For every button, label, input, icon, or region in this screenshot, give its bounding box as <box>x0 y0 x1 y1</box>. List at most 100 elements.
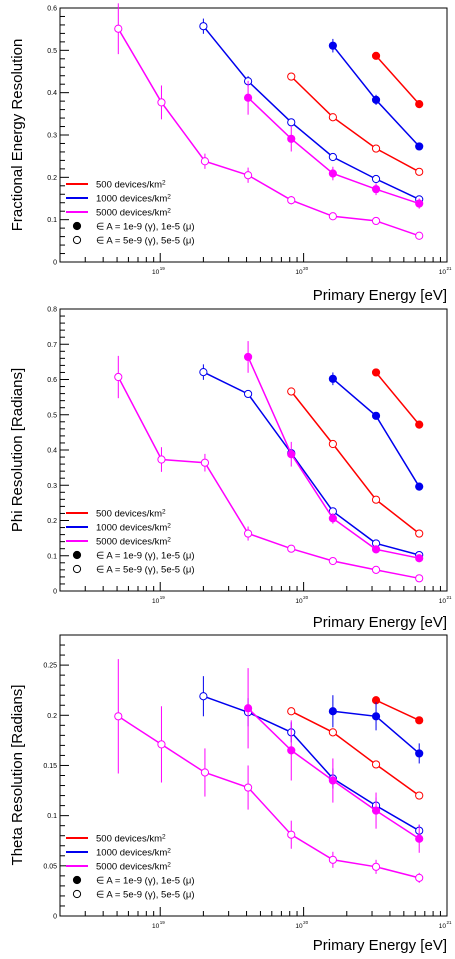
open-data-point <box>328 728 337 737</box>
series-6 <box>243 668 424 853</box>
open-data-point <box>415 791 424 800</box>
y-tick-label: 0 <box>53 260 57 267</box>
open-data-point <box>287 830 296 839</box>
y-tick-label: 0.8 <box>47 307 57 314</box>
y-tick-label: 0.5 <box>47 412 57 419</box>
filled-data-point <box>371 712 381 721</box>
series-line <box>117 715 420 879</box>
filled-data-point <box>328 374 337 383</box>
y-tick-label: 0.5 <box>47 48 57 55</box>
filled-data-point <box>328 707 337 716</box>
series-line <box>290 391 420 535</box>
open-data-point <box>199 22 208 31</box>
legend-label-superscript: 2 <box>167 861 171 868</box>
y-axis-label: Fractional Energy Resolution <box>9 39 26 232</box>
open-data-point <box>415 574 424 583</box>
open-data-point <box>114 372 123 382</box>
legend-label-text: ∈ A = 1e-9 (γ), 1e-5 (μ) <box>96 876 195 887</box>
open-data-point <box>371 174 381 184</box>
open-data-point <box>243 529 253 538</box>
legend-label: ∈ A = 1e-9 (γ), 1e-5 (μ) <box>96 876 195 887</box>
legend-label-text: 5000 devices/km <box>96 862 167 873</box>
open-data-point <box>243 389 253 399</box>
open-data-point <box>371 144 381 153</box>
open-data-point <box>371 495 381 504</box>
legend-label-text: 1000 devices/km <box>96 848 167 859</box>
legend: 500 devices/km2 1000 devices/km2 5000 devi… <box>66 179 195 247</box>
x-tick-label: 10 <box>295 598 303 605</box>
open-data-point <box>287 387 296 396</box>
open-data-point <box>199 367 208 377</box>
y-tick-label: 0.7 <box>47 342 57 349</box>
legend-label-text: 1000 devices/km <box>96 523 167 534</box>
series-1 <box>287 387 424 538</box>
filled-data-point <box>371 368 381 377</box>
series-line <box>375 55 420 105</box>
x-axis-label: Primary Energy [eV] <box>313 614 447 631</box>
open-data-point <box>200 458 210 467</box>
legend-label-superscript: 2 <box>162 179 166 186</box>
filled-data-point <box>371 95 381 104</box>
open-data-point <box>328 556 337 566</box>
filled-data-point <box>415 554 424 563</box>
legend-label-superscript: 2 <box>162 508 166 515</box>
open-data-point <box>287 118 296 127</box>
chart-panel-2: 00.10.20.30.40.50.60.70.8101910201021Pri… <box>9 307 452 632</box>
filled-data-point <box>415 420 424 429</box>
y-tick-label: 0.2 <box>47 518 57 525</box>
filled-data-point <box>243 93 253 102</box>
legend-label-superscript: 2 <box>167 193 171 200</box>
legend-label: 500 devices/km2 <box>96 179 166 191</box>
x-tick-exponent: 20 <box>303 920 309 925</box>
legend-label-superscript: 2 <box>162 833 166 840</box>
series-1 <box>287 72 424 176</box>
legend-label: 1000 devices/km2 <box>96 193 171 205</box>
open-data-point <box>415 529 424 538</box>
legend-label-text: 500 devices/km <box>96 509 162 520</box>
y-tick-label: 0.1 <box>47 553 57 560</box>
y-tick-label: 0.4 <box>47 448 57 455</box>
series-3 <box>199 676 424 837</box>
series-line <box>247 356 420 559</box>
y-axis-label: Phi Resolution [Radians] <box>9 368 26 532</box>
open-data-point <box>157 455 166 464</box>
x-tick-label: 10 <box>152 598 160 605</box>
x-tick-label: 10 <box>152 923 160 930</box>
series-line <box>375 372 420 426</box>
legend-label: 500 devices/km2 <box>96 833 166 845</box>
series-2 <box>371 51 424 109</box>
open-data-point <box>199 692 208 701</box>
x-axis-label: Primary Energy [eV] <box>313 937 447 954</box>
filled-data-point <box>415 716 424 725</box>
series-line <box>117 28 420 237</box>
filled-data-point <box>328 514 337 523</box>
filled-data-point <box>371 806 381 815</box>
open-data-point <box>371 862 381 871</box>
legend-label-text: 5000 devices/km <box>96 208 167 219</box>
legend-label: 5000 devices/km2 <box>96 207 171 219</box>
y-tick-label: 0.6 <box>47 377 57 384</box>
x-axis-label: Primary Energy [eV] <box>313 287 447 304</box>
legend-label: ∈ A = 1e-9 (γ), 1e-5 (μ) <box>96 551 195 562</box>
series-5 <box>114 355 424 583</box>
legend-label-superscript: 2 <box>167 522 171 529</box>
open-data-point <box>200 768 210 777</box>
open-data-point <box>114 712 123 721</box>
open-data-point <box>328 439 337 449</box>
y-axis-label: Theta Resolution [Radians] <box>9 685 26 866</box>
x-tick-label: 10 <box>152 269 160 276</box>
series-5 <box>114 3 424 240</box>
open-data-point <box>371 760 381 769</box>
series-line <box>332 378 420 488</box>
y-tick-label: 0.3 <box>47 483 57 490</box>
filled-data-point <box>415 482 424 491</box>
y-tick-label: 0.3 <box>47 133 57 140</box>
open-data-point <box>200 157 210 166</box>
series-line <box>202 25 420 200</box>
y-tick-label: 0.1 <box>47 217 57 224</box>
filled-data-point <box>243 352 253 362</box>
